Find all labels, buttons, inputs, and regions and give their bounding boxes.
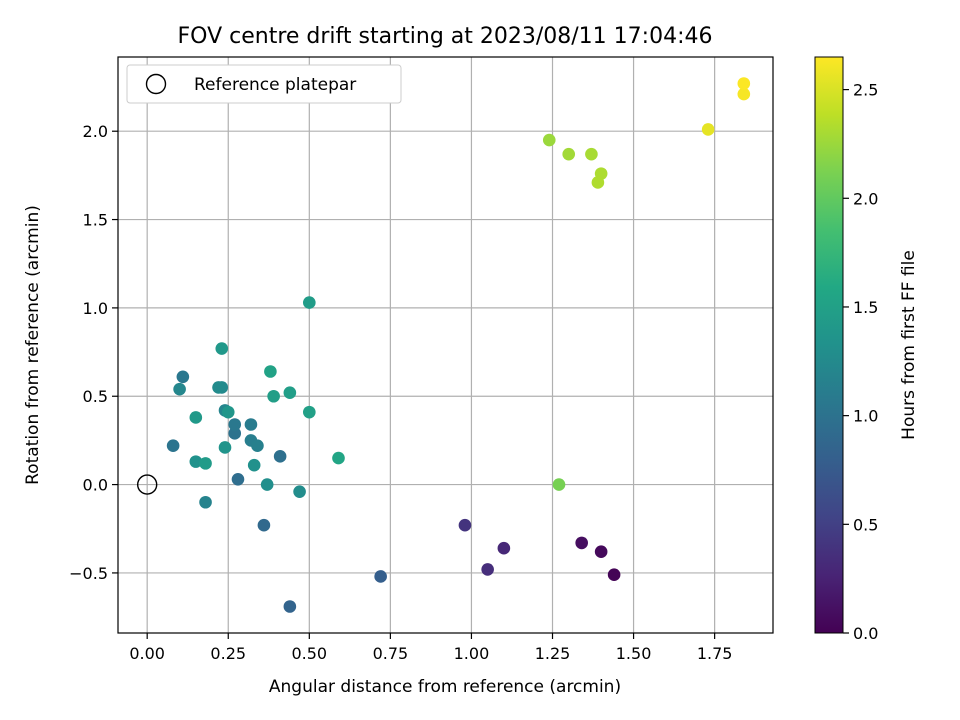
data-point — [591, 176, 605, 189]
data-points — [136, 77, 751, 613]
data-point — [231, 472, 245, 486]
legend: Reference platepar — [126, 64, 402, 104]
data-point — [737, 77, 751, 90]
legend-frame — [126, 64, 402, 104]
data-point — [374, 570, 387, 583]
y-axis-ticks: −0.5 0.0 0.5 1.0 1.5 2.0 — [69, 122, 118, 583]
colorbar-tick-label: 1.0 — [853, 407, 878, 426]
colorbar-label: Hours from first FF file — [899, 250, 919, 440]
data-point — [607, 568, 621, 581]
y-tick-label: 1.5 — [83, 211, 108, 230]
colorbar-tick-label: 1.5 — [853, 298, 878, 317]
data-point — [481, 563, 494, 576]
data-point — [257, 518, 271, 532]
x-tick-label: 1.00 — [454, 644, 490, 663]
data-point — [701, 123, 715, 136]
x-axis-label: Angular distance from reference (arcmin) — [269, 677, 621, 697]
data-point — [273, 450, 287, 463]
data-point — [303, 296, 316, 309]
x-tick-label: 0.00 — [129, 644, 165, 663]
x-tick-label: 0.75 — [373, 644, 409, 663]
data-point — [166, 439, 180, 453]
data-point — [497, 541, 511, 555]
data-point — [176, 370, 190, 384]
data-point — [199, 495, 212, 509]
data-point — [293, 485, 306, 498]
legend-reference-marker — [145, 73, 167, 95]
y-axis-label: Rotation from reference (arcmin) — [23, 205, 43, 485]
x-axis-ticks: 0.00 0.25 0.50 0.75 1.00 1.25 1.50 1.75 — [129, 633, 732, 663]
x-tick-label: 0.25 — [210, 644, 246, 663]
data-point — [228, 418, 242, 431]
data-point — [542, 133, 556, 147]
legend-reference-label: Reference platepar — [194, 75, 356, 95]
data-point — [594, 545, 608, 559]
y-tick-label: 1.0 — [83, 299, 108, 318]
data-point — [267, 389, 280, 403]
data-point — [244, 418, 258, 431]
x-tick-label: 0.50 — [291, 644, 327, 663]
data-point — [221, 405, 235, 419]
data-point — [283, 386, 297, 400]
x-tick-label: 1.50 — [616, 644, 652, 663]
colorbar-tick-label: 2.5 — [853, 81, 878, 100]
reference-platepar-marker — [136, 474, 158, 495]
data-point — [575, 536, 588, 550]
data-point — [303, 405, 316, 419]
colorbar-gradient — [814, 56, 844, 634]
data-point — [218, 441, 232, 454]
data-point — [173, 382, 186, 396]
data-point — [212, 381, 225, 394]
data-point — [585, 147, 598, 161]
data-point — [737, 87, 751, 101]
colorbar-ticks: 0.0 0.5 1.0 1.5 2.0 2.5 — [843, 81, 878, 643]
y-tick-label: 0.5 — [83, 387, 108, 406]
data-point — [215, 342, 229, 355]
y-tick-label: −0.5 — [69, 564, 108, 583]
grid-lines — [118, 57, 773, 633]
y-tick-label: 0.0 — [83, 476, 108, 495]
x-tick-label: 1.75 — [697, 644, 733, 663]
colorbar-tick-label: 0.5 — [853, 515, 878, 534]
data-point — [228, 427, 242, 440]
data-point — [251, 439, 264, 453]
colorbar-tick-label: 0.0 — [853, 624, 878, 643]
colorbar: 0.0 0.5 1.0 1.5 2.0 2.5 Hours from first FF f… — [814, 56, 919, 643]
data-point — [199, 457, 212, 470]
data-point — [562, 147, 576, 161]
data-point — [189, 411, 203, 424]
data-point — [332, 451, 345, 465]
data-point — [247, 458, 261, 472]
data-point — [264, 365, 277, 378]
data-point — [189, 455, 203, 468]
data-point — [458, 518, 472, 532]
plot-frame — [117, 56, 774, 634]
x-tick-label: 1.25 — [535, 644, 571, 663]
chart-title: FOV centre drift starting at 2023/08/11 … — [178, 24, 713, 49]
data-point — [260, 478, 274, 491]
data-point — [552, 478, 566, 491]
colorbar-tick-label: 2.0 — [853, 189, 878, 208]
data-point — [283, 600, 297, 613]
y-tick-label: 2.0 — [83, 122, 108, 141]
